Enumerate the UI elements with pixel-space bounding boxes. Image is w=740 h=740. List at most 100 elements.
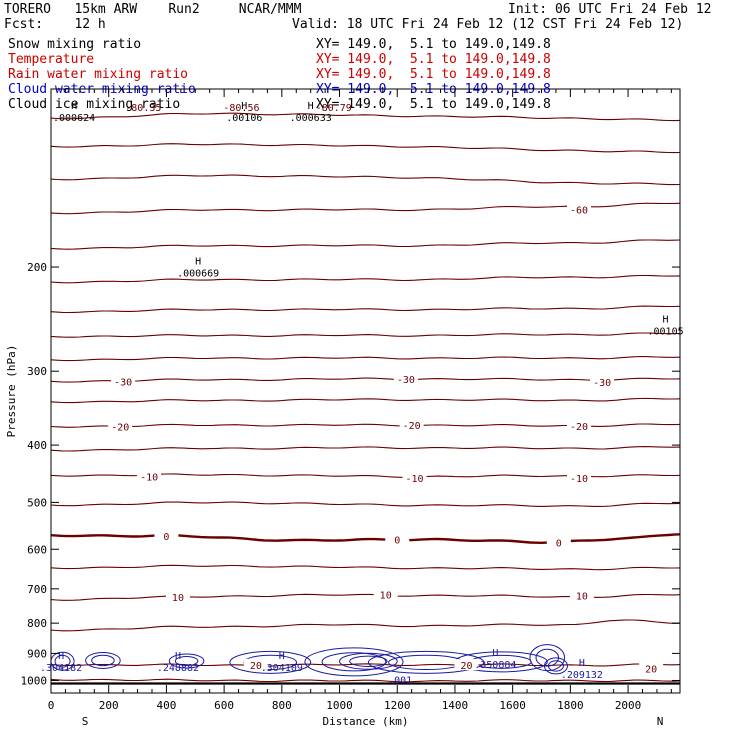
contour-label: -10	[140, 472, 158, 483]
legend-field-name: Rain water mixing ratio	[8, 67, 189, 82]
contour-label: -10	[406, 474, 424, 485]
max-marker-h: H	[241, 101, 247, 112]
max-marker-value: .00105	[648, 326, 684, 337]
cloud-water-contour	[54, 654, 71, 668]
contour-label: 20	[460, 661, 472, 672]
contour-label-bg	[402, 472, 427, 484]
contour-label: 20	[645, 665, 657, 676]
isotherm-line	[50, 239, 681, 250]
isotherm-line	[50, 356, 681, 362]
max-marker-value: .000624	[53, 113, 95, 124]
y-tick-label: 400	[27, 439, 47, 452]
legend-field-name: Temperature	[8, 52, 95, 67]
max-marker-h: H	[58, 651, 64, 662]
contour-label-bg	[111, 375, 136, 387]
isotherm-line	[50, 377, 681, 383]
contour-label-bg	[399, 419, 424, 431]
contour-label: -30	[593, 378, 611, 389]
max-marker-value: .248882	[157, 663, 199, 674]
max-marker-value: .000669	[177, 268, 219, 279]
cloud-water-contour	[85, 651, 121, 669]
contour-label: 0	[556, 538, 562, 549]
x-tick-label: 600	[214, 699, 234, 712]
cloud-water-contour	[547, 660, 564, 672]
contour-label-bg	[108, 420, 133, 432]
plot-border	[50, 88, 681, 694]
header-model: TORERO 15km ARW Run2 NCAR/MMM	[4, 2, 302, 17]
cloud-water-contour	[388, 654, 465, 671]
x-axis-title: Distance (km)	[322, 715, 408, 728]
isotherm-line	[50, 564, 681, 571]
cloud-water-contour	[349, 655, 388, 667]
contour-label-bg	[165, 591, 190, 603]
contour-label: 10	[576, 591, 588, 602]
plot-frame	[50, 88, 681, 694]
isotherm-line	[50, 274, 681, 284]
contour-label: 10	[172, 593, 184, 604]
isotherm-line	[50, 174, 681, 186]
legend-field-xy: XY= 149.0, 5.1 to 149.0,149.8	[316, 37, 551, 52]
y-tick-label: 1000	[21, 674, 48, 687]
contour-label: 20	[250, 661, 262, 672]
contour-label: -20	[403, 421, 421, 432]
x-tick-label: 200	[99, 699, 119, 712]
header-valid: Valid: 18 UTC Fri 24 Feb 12 (12 CST Fri …	[292, 17, 684, 32]
contour-label-bg	[567, 203, 592, 215]
legend-field-name: Snow mixing ratio	[8, 37, 142, 52]
max-marker-value: .00106	[226, 113, 262, 124]
max-marker-h: H	[663, 314, 669, 325]
cloud-water-contour	[339, 652, 398, 670]
y-tick-label: 200	[27, 261, 47, 274]
isotherm-line	[50, 446, 681, 452]
x-end-label-right: N	[657, 715, 664, 728]
x-end-label-left: S	[82, 715, 89, 728]
cloud-water-contour	[321, 652, 387, 672]
contour-label: 0	[394, 536, 400, 547]
contour-label-bg	[385, 533, 410, 545]
contour-label: -30	[114, 377, 132, 388]
isotherm-line	[50, 533, 681, 545]
legend-field-xy: XY= 149.0, 5.1 to 149.0,149.8	[316, 52, 551, 67]
isotherm-line	[50, 112, 681, 122]
y-tick-label: 300	[27, 365, 47, 378]
label-layer: 0 200 400 600 800 1000 1200 1400 1600 1800 2000200…	[5, 101, 684, 728]
contour-label-bg	[569, 589, 594, 601]
contour-label-bg	[393, 372, 418, 384]
max-marker-value: .209132	[561, 670, 603, 681]
max-marker-h: H	[195, 256, 201, 267]
legend-field-name: Cloud ice mixing ratio	[8, 97, 181, 112]
legend-field-xy: XY= 149.0, 5.1 to 149.0,149.8	[316, 67, 551, 82]
y-tick-label: 800	[27, 617, 47, 630]
cloud-water-contour	[229, 650, 312, 674]
x-tick-label: 400	[156, 699, 176, 712]
x-tick-label: 1000	[326, 699, 353, 712]
max-marker-value: -80.56	[223, 103, 259, 114]
y-tick-label: 600	[27, 543, 47, 556]
x-tick-label: 1600	[499, 699, 526, 712]
x-tick-label: 0	[48, 699, 55, 712]
max-marker-value: -80.79	[316, 103, 352, 114]
cloud-water-contour	[543, 657, 568, 675]
cloud-water-contour	[168, 653, 205, 669]
cloud-water-contour	[91, 654, 115, 667]
cloud-water-contour	[367, 650, 485, 674]
cloud-water-contour	[174, 655, 199, 667]
contour-label: -10	[570, 474, 588, 485]
legend-field-xy: XY= 149.0, 5.1 to 149.0,149.8	[316, 97, 551, 112]
max-marker-h: H	[492, 648, 498, 659]
isotherm-line	[50, 619, 681, 632]
isotherm-line	[50, 397, 681, 404]
max-marker-h: H	[579, 658, 585, 669]
y-tick-label: 700	[27, 583, 47, 596]
y-tick-label: 500	[27, 496, 47, 509]
max-marker-value: .304182	[40, 663, 82, 674]
contour-label-bg	[154, 530, 179, 542]
max-marker-value: .001	[388, 675, 412, 686]
x-tick-label: 1400	[442, 699, 469, 712]
isotherm-line	[50, 678, 681, 683]
contour-label-bg	[454, 659, 479, 671]
contour-label: -20	[111, 422, 129, 433]
contour-label-bg	[567, 419, 592, 431]
contour-label-bg	[137, 470, 162, 482]
